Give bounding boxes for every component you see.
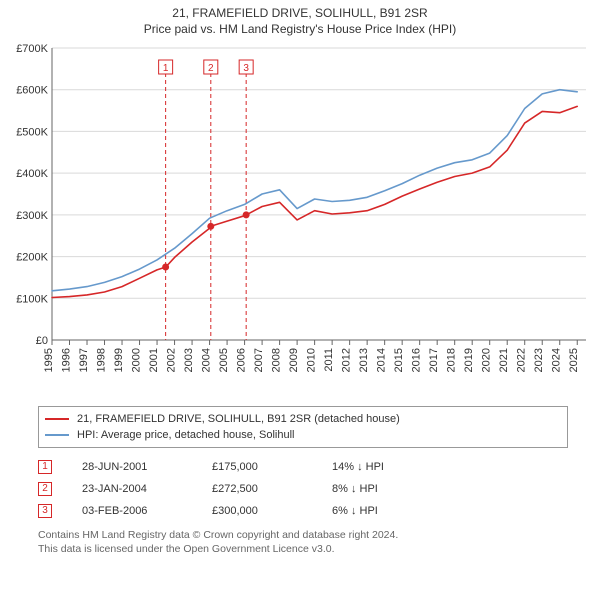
x-tick-label: 2017: [428, 348, 440, 372]
x-tick-label: 2002: [166, 348, 178, 372]
chart-title-subtitle: Price paid vs. HM Land Registry's House …: [10, 22, 590, 36]
chart-area: £0 £100K £200K £300K £400K £500K £600K £700K 199…: [10, 40, 590, 400]
x-tick-label: 2025: [568, 348, 580, 372]
legend-swatch: [45, 434, 69, 436]
x-tick-label: 2004: [201, 348, 213, 372]
x-tick-label: 2009: [288, 348, 300, 372]
event-row: 2 23-JAN-2004£272,5008% ↓ HPI: [38, 478, 568, 500]
legend-label: 21, FRAMEFIELD DRIVE, SOLIHULL, B91 2SR …: [77, 411, 400, 427]
x-tick-label: 2001: [148, 348, 160, 372]
legend-box: 21, FRAMEFIELD DRIVE, SOLIHULL, B91 2SR …: [38, 406, 568, 448]
footer-license: This data is licensed under the Open Gov…: [38, 542, 568, 556]
x-tick-label: 2022: [516, 348, 528, 372]
y-tick-label: £100K: [16, 293, 48, 305]
x-tick-label: 2021: [498, 348, 510, 372]
event-marker-number: 1: [163, 63, 169, 74]
footer-copyright: Contains HM Land Registry data © Crown c…: [38, 528, 568, 542]
y-tick-label: £400K: [16, 168, 48, 180]
x-tick-label: 2006: [236, 348, 248, 372]
event-marker: 1: [38, 460, 52, 474]
event-date: 28-JUN-2001: [82, 456, 212, 478]
y-tick-label: £0: [36, 335, 48, 347]
event-marker: 3: [38, 504, 52, 518]
event-marker: 2: [38, 482, 52, 496]
x-tick-label: 2010: [306, 348, 318, 372]
x-tick-label: 2000: [131, 348, 143, 372]
x-tick-label: 2023: [533, 348, 545, 372]
x-tick-label: 2012: [341, 348, 353, 372]
legend-row: HPI: Average price, detached house, Soli…: [45, 427, 561, 443]
event-date: 03-FEB-2006: [82, 500, 212, 522]
x-tick-label: 1996: [61, 348, 73, 372]
event-price: £175,000: [212, 456, 332, 478]
event-delta: 8% ↓ HPI: [332, 478, 378, 500]
x-tick-label: 1997: [78, 348, 90, 372]
x-tick-label: 1999: [113, 348, 125, 372]
event-date: 23-JAN-2004: [82, 478, 212, 500]
x-tick-label: 2013: [358, 348, 370, 372]
x-tick-label: 1995: [43, 348, 55, 372]
legend-label: HPI: Average price, detached house, Soli…: [77, 427, 295, 443]
x-tick-label: 2019: [463, 348, 475, 372]
event-row: 1 28-JUN-2001£175,00014% ↓ HPI: [38, 456, 568, 478]
events-table: 1 28-JUN-2001£175,00014% ↓ HPI 2 23-JAN-200…: [38, 456, 568, 522]
figure-footer: Contains HM Land Registry data © Crown c…: [38, 528, 568, 556]
x-tick-label: 2003: [183, 348, 195, 372]
x-tick-label: 2015: [393, 348, 405, 372]
legend-row: 21, FRAMEFIELD DRIVE, SOLIHULL, B91 2SR …: [45, 411, 561, 427]
x-tick-label: 2007: [253, 348, 265, 372]
x-tick-label: 2005: [218, 348, 230, 372]
event-price: £300,000: [212, 500, 332, 522]
x-tick-label: 2011: [323, 348, 335, 372]
x-tick-label: 2024: [551, 348, 563, 372]
x-tick-label: 2016: [411, 348, 423, 372]
event-marker-number: 2: [208, 63, 214, 74]
y-tick-label: £500K: [16, 126, 48, 138]
x-tick-label: 2020: [481, 348, 493, 372]
x-tick-label: 2014: [376, 348, 388, 372]
legend-swatch: [45, 418, 69, 420]
y-tick-label: £700K: [16, 43, 48, 55]
y-tick-label: £600K: [16, 85, 48, 97]
event-delta: 14% ↓ HPI: [332, 456, 384, 478]
event-delta: 6% ↓ HPI: [332, 500, 378, 522]
chart-title-address: 21, FRAMEFIELD DRIVE, SOLIHULL, B91 2SR: [10, 6, 590, 20]
x-tick-label: 1998: [96, 348, 108, 372]
y-tick-label: £300K: [16, 210, 48, 222]
x-tick-label: 2018: [446, 348, 458, 372]
y-tick-label: £200K: [16, 252, 48, 264]
line-chart: £0 £100K £200K £300K £400K £500K £600K £700K 199…: [10, 40, 590, 400]
chart-title-block: 21, FRAMEFIELD DRIVE, SOLIHULL, B91 2SR …: [0, 0, 600, 38]
x-tick-label: 2008: [271, 348, 283, 372]
event-price: £272,500: [212, 478, 332, 500]
event-row: 3 03-FEB-2006£300,0006% ↓ HPI: [38, 500, 568, 522]
event-marker-number: 3: [243, 63, 249, 74]
